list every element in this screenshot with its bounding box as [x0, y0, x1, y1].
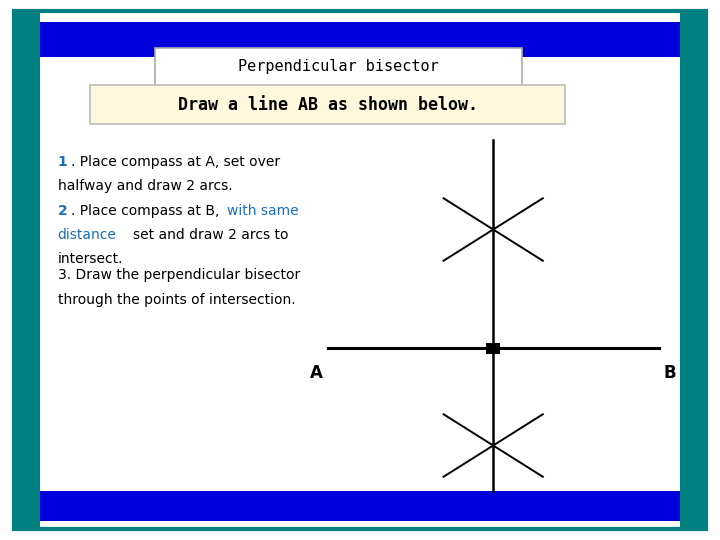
- Text: 1: 1: [58, 155, 68, 169]
- Text: Draw a line AB as shown below.: Draw a line AB as shown below.: [178, 96, 477, 114]
- Text: . Place compass at B,: . Place compass at B,: [71, 204, 223, 218]
- FancyBboxPatch shape: [14, 11, 40, 529]
- Text: set and draw 2 arcs to: set and draw 2 arcs to: [133, 228, 289, 242]
- Text: intersect.: intersect.: [58, 252, 123, 266]
- Text: Perpendicular bisector: Perpendicular bisector: [238, 59, 438, 75]
- FancyBboxPatch shape: [40, 491, 680, 521]
- Text: B: B: [663, 363, 676, 382]
- Text: A: A: [310, 363, 323, 382]
- Text: distance: distance: [58, 228, 117, 242]
- Text: with same: with same: [227, 204, 298, 218]
- Text: through the points of intersection.: through the points of intersection.: [58, 293, 295, 307]
- FancyBboxPatch shape: [90, 85, 565, 124]
- Text: halfway and draw 2 arcs.: halfway and draw 2 arcs.: [58, 179, 233, 193]
- FancyBboxPatch shape: [40, 22, 680, 57]
- FancyBboxPatch shape: [486, 343, 500, 354]
- Text: . Place compass at A, set over: . Place compass at A, set over: [71, 155, 279, 169]
- FancyBboxPatch shape: [155, 48, 522, 86]
- FancyBboxPatch shape: [40, 30, 680, 510]
- Text: 2: 2: [58, 204, 68, 218]
- FancyBboxPatch shape: [680, 11, 706, 529]
- Text: 3. Draw the perpendicular bisector: 3. Draw the perpendicular bisector: [58, 268, 300, 282]
